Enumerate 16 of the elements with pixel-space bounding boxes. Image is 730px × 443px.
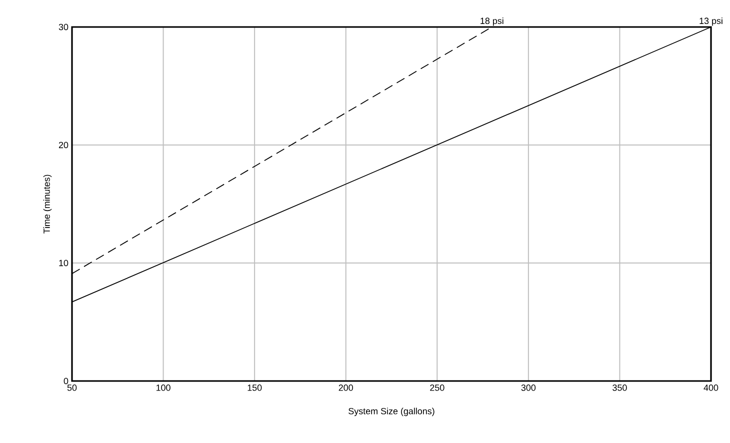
annotation: 18 psi (480, 17, 504, 26)
annotation: 13 psi (700, 17, 722, 26)
y-axis-title: Time (minutes) (43, 174, 52, 234)
x-tick-label: 300 (521, 384, 536, 391)
y-tick-label: 20 (58, 142, 68, 148)
y-tick-label: 10 (59, 260, 68, 266)
x-tick-label: 100 (156, 384, 170, 391)
y-tick-label: 30 (58, 24, 68, 30)
x-tick-label: 50 (67, 384, 77, 391)
x-tick-label: 250 (430, 384, 444, 391)
x-axis-title: System Size (gallons) (348, 408, 434, 416)
x-tick-label: 150 (248, 384, 262, 391)
x-tick-label: 400 (704, 384, 718, 391)
x-tick-label: 200 (338, 384, 353, 391)
x-tick-label: 350 (612, 384, 627, 391)
y-tick-label: 0 (64, 378, 68, 384)
